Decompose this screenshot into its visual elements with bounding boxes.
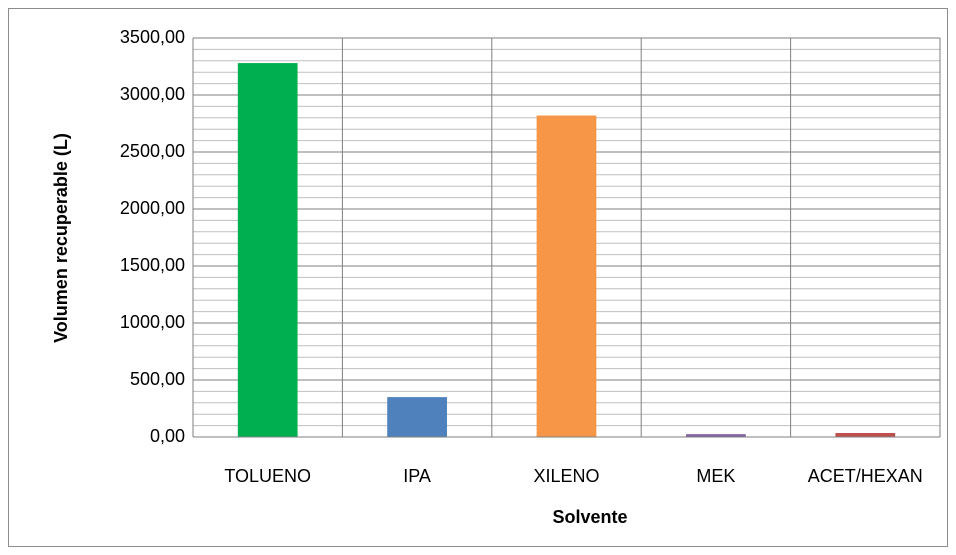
- bar: [387, 397, 447, 437]
- y-tick-label: 2000,00: [120, 198, 185, 218]
- x-tick-label: IPA: [403, 466, 431, 486]
- y-tick-label: 0,00: [150, 426, 185, 446]
- y-tick-label: 3500,00: [120, 27, 185, 47]
- bar: [835, 433, 896, 437]
- y-tick-label: 3000,00: [120, 84, 185, 104]
- bar: [237, 63, 298, 438]
- y-tick-label: 2500,00: [120, 141, 185, 161]
- y-tick-label: 1000,00: [120, 312, 185, 332]
- y-tick-label: 1500,00: [120, 255, 185, 275]
- x-tick-label: MEK: [696, 466, 735, 486]
- x-axis-title: Solvente: [552, 507, 627, 527]
- x-tick-label: XILENO: [533, 466, 599, 486]
- bar: [536, 115, 597, 438]
- y-axis-title: Volumen recuperable (L): [51, 133, 71, 343]
- x-tick-label: TOLUENO: [224, 466, 311, 486]
- bar: [686, 434, 746, 437]
- x-tick-label: ACET/HEXAN: [808, 466, 923, 486]
- y-tick-label: 500,00: [130, 369, 185, 389]
